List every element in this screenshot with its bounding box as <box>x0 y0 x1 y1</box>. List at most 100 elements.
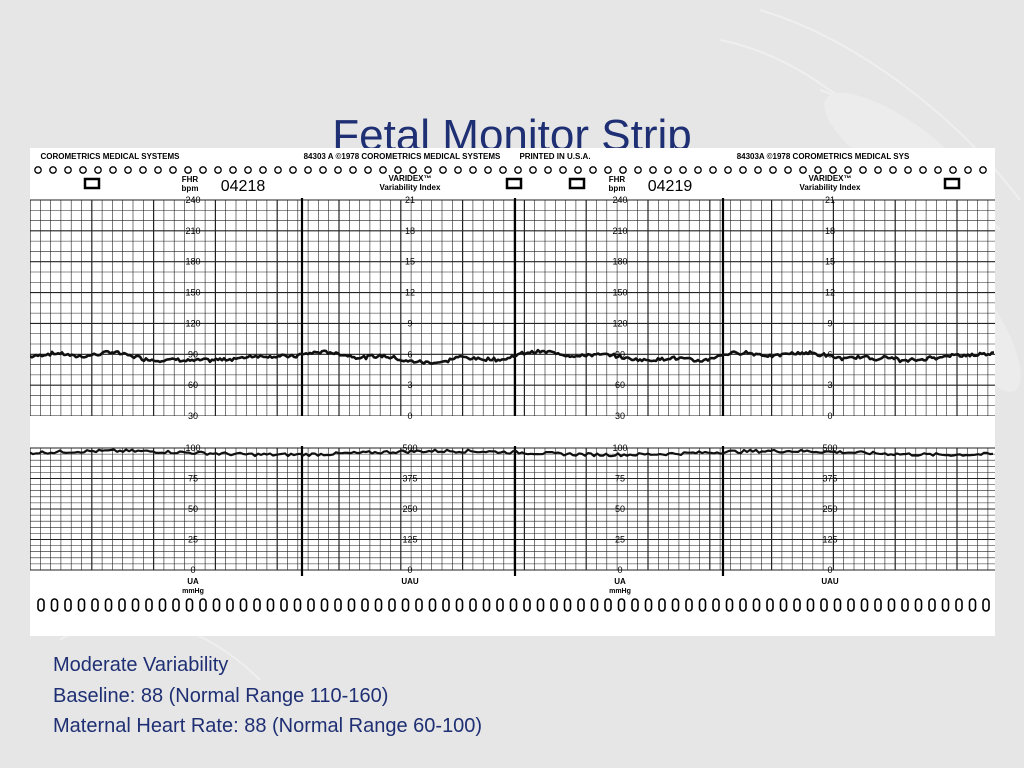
sprocket-hole <box>529 166 537 174</box>
sprocket-hole <box>499 166 507 174</box>
uau-tick-label: 375 <box>402 474 417 484</box>
perforation-mark <box>428 598 437 612</box>
ua-tick-label: 50 <box>188 504 198 514</box>
perforation-mark <box>928 598 936 612</box>
perforation-mark <box>172 598 180 612</box>
perforation-mark <box>698 598 707 612</box>
uau-tick-label: 250 <box>402 504 417 514</box>
varidex-tick-label: 15 <box>405 257 415 267</box>
sprocket-hole <box>649 166 657 174</box>
uau-tick-label: 500 <box>402 443 417 453</box>
sprocket-hole <box>289 166 297 174</box>
perforation-mark <box>712 598 720 612</box>
varidex-label: VARIDEX™ <box>809 174 852 183</box>
perforation-mark <box>752 598 761 612</box>
perforation-mark <box>982 598 990 612</box>
perforation-mark <box>739 598 747 612</box>
sprocket-hole <box>409 166 417 174</box>
note-variability: Moderate Variability <box>53 654 229 676</box>
perforation-mark <box>941 598 950 612</box>
perforation-mark <box>955 598 963 612</box>
sprocket-hole <box>784 166 792 174</box>
fhr-tick-label: 60 <box>615 380 625 390</box>
sprocket-hole <box>274 166 282 174</box>
varidex-subtitle: Variability Index <box>800 183 861 192</box>
perforation-mark <box>469 598 477 612</box>
perforation-mark <box>577 598 585 612</box>
sprocket-hole <box>829 166 837 174</box>
perforation-mark <box>671 598 680 612</box>
sprocket-hole <box>454 166 462 174</box>
sprocket-hole <box>319 166 327 174</box>
sprocket-hole <box>694 166 702 174</box>
uau-tick-label: 500 <box>822 443 837 453</box>
fhr-tick-label: 240 <box>612 195 627 205</box>
sprocket-hole <box>79 166 87 174</box>
perforation-mark <box>226 598 234 612</box>
uau-tick-label: 125 <box>402 535 417 545</box>
perforation-mark <box>685 598 693 612</box>
varidex-tick-label: 9 <box>407 318 412 328</box>
perforation-mark <box>914 598 923 612</box>
varidex-tick-label: 0 <box>827 411 832 421</box>
channel-separator-band <box>30 416 995 446</box>
ua-tick-label: 0 <box>617 565 622 575</box>
sprocket-hole <box>769 166 777 174</box>
fhr-trace <box>30 348 994 365</box>
sprocket-hole <box>259 166 267 174</box>
ua-trace <box>30 448 994 458</box>
sprocket-hole <box>889 166 897 174</box>
perforation-mark <box>901 598 909 612</box>
sprocket-hole <box>364 166 372 174</box>
ua-unit: mmHg <box>182 588 204 595</box>
perforation-mark <box>293 598 302 612</box>
perforation-mark <box>415 598 423 612</box>
fhr-tick-label: 30 <box>188 411 198 421</box>
sprocket-hole <box>634 166 642 174</box>
strip-footer-band <box>30 576 995 636</box>
fhr-tick-label: 120 <box>185 318 200 328</box>
varidex-tick-label: 18 <box>825 226 835 236</box>
perforation-mark <box>199 598 207 612</box>
varidex-tick-label: 12 <box>405 288 415 298</box>
perforation-mark <box>104 598 113 612</box>
perforation-mark <box>766 598 774 612</box>
ua-label: UA <box>614 577 626 586</box>
perforation-mark <box>658 598 666 612</box>
sprocket-hole <box>859 166 867 174</box>
fhr-tick-label: 150 <box>612 288 627 298</box>
sprocket-hole <box>544 166 552 174</box>
ua-tick-label: 100 <box>612 443 627 453</box>
sprocket-hole <box>484 166 492 174</box>
perforation-mark <box>388 598 396 612</box>
perforation-mark <box>64 598 72 612</box>
sprocket-hole <box>709 166 717 174</box>
ua-tick-label: 75 <box>615 474 625 484</box>
perforation-mark <box>266 598 275 612</box>
perforation-mark <box>536 598 545 612</box>
fhr-label: FHR <box>609 175 626 184</box>
perforation-mark <box>833 598 842 612</box>
fhr-tick-label: 240 <box>185 195 200 205</box>
perforation-mark <box>496 598 504 612</box>
record-marker-icon <box>568 177 586 190</box>
perforation-mark <box>347 598 356 612</box>
perforation-mark <box>968 598 977 612</box>
sprocket-hole <box>34 166 42 174</box>
sprocket-hole <box>244 166 252 174</box>
sprocket-hole <box>679 166 687 174</box>
panel-header-text: 84303 A ©1978 COROMETRICS MEDICAL SYSTEM… <box>304 152 501 161</box>
sprocket-hole <box>874 166 882 174</box>
fhr-tick-label: 30 <box>615 411 625 421</box>
perforation-mark <box>847 598 855 612</box>
perforation-mark <box>185 598 194 612</box>
perforation-mark <box>806 598 815 612</box>
sprocket-hole <box>199 166 207 174</box>
sprocket-hole <box>379 166 387 174</box>
uau-label: UAU <box>401 577 419 586</box>
sprocket-hole <box>664 166 672 174</box>
uau-tick-label: 375 <box>822 474 837 484</box>
perforation-mark <box>563 598 572 612</box>
note-baseline: Baseline: 88 (Normal Range 110-160) <box>53 684 389 707</box>
